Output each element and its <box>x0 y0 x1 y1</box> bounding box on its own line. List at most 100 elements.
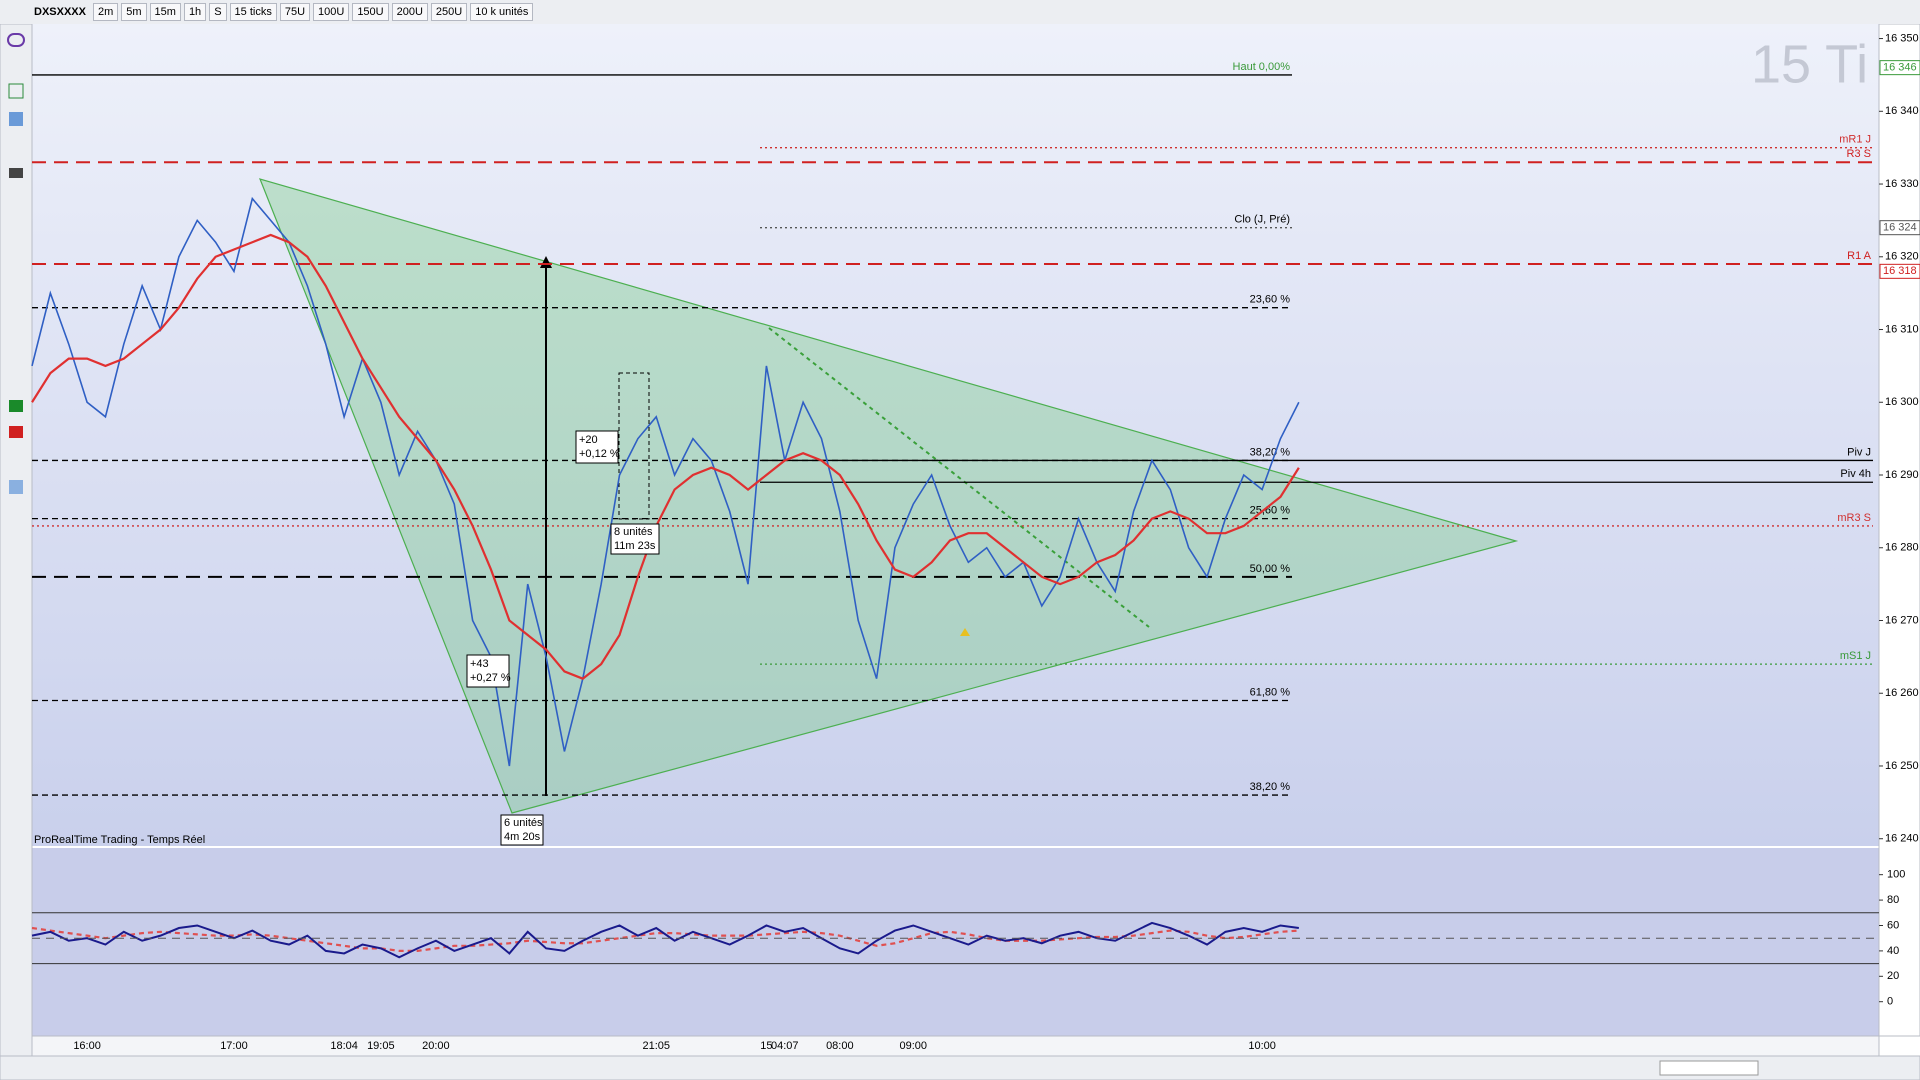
annotation-box <box>575 430 619 464</box>
x-tick-label: 17:00 <box>220 1040 248 1052</box>
level-label: Clo (J, Pré) <box>1234 214 1290 226</box>
x-tick-label: 19:05 <box>367 1040 395 1052</box>
price-marker-label: 16 318 <box>1883 265 1917 277</box>
tool[interactable] <box>9 480 23 494</box>
tool[interactable] <box>8 83 24 99</box>
y-tick-label: 16 250 <box>1885 760 1919 772</box>
trend-line[interactable] <box>768 327 1150 628</box>
y-tick-label: 16 280 <box>1885 542 1919 554</box>
moving-average <box>31 233 1300 680</box>
source-label: ProRealTime Trading - Temps Réel <box>34 834 205 846</box>
level-label: R1 A <box>1847 250 1872 262</box>
annotation-text: +20 <box>579 434 598 446</box>
price-marker-label: 16 346 <box>1883 62 1917 74</box>
price-panel <box>32 24 1879 846</box>
indicator-signal <box>31 926 1299 952</box>
tool[interactable] <box>9 426 23 438</box>
x-tick-label: 18:04 <box>330 1040 358 1052</box>
level-label: Piv J <box>1847 446 1871 458</box>
unit-button[interactable]: 75U <box>279 3 311 21</box>
timeframe[interactable]: 2m <box>92 3 119 21</box>
y-tick-label: 16 340 <box>1885 105 1919 117</box>
indicator-tick-label: 0 <box>1887 996 1893 1008</box>
y-tick-label: 16 260 <box>1885 687 1919 699</box>
indicator-panel <box>32 848 1879 1036</box>
annotation-text: +43 <box>470 658 489 670</box>
tool[interactable] <box>7 33 25 47</box>
level-label: Piv 4h <box>1840 468 1871 480</box>
timeframe[interactable]: 15m <box>149 3 181 21</box>
unit-button[interactable]: 250U <box>430 3 468 21</box>
tick-select[interactable]: 15 ticks <box>229 3 277 21</box>
x-tick-label: 08:00 <box>826 1040 854 1052</box>
indicator-tick-label: 100 <box>1887 869 1905 881</box>
y-tick-label: 16 330 <box>1885 178 1919 190</box>
unit-button[interactable]: 150U <box>352 3 389 21</box>
indicator-line <box>31 921 1299 959</box>
toolbar: DXSXXXX 2m 5m 15m 1h S 15 ticks 75U 100U… <box>0 0 1920 25</box>
level-label: 23,60 % <box>1250 294 1291 306</box>
y-tick-label: 16 240 <box>1885 833 1919 845</box>
level-label: 61,80 % <box>1250 686 1291 698</box>
x-tick-label: 09:00 <box>900 1040 928 1052</box>
symbol[interactable]: DXSXXXX <box>34 6 86 18</box>
price-line <box>31 196 1300 767</box>
tool-icons <box>7 33 25 494</box>
timeframe[interactable]: 1h <box>183 3 207 21</box>
tool[interactable] <box>9 168 23 178</box>
tool[interactable] <box>9 112 23 126</box>
annotation-text: 4m 20s <box>504 831 541 843</box>
x-tick-label: 21:05 <box>642 1040 670 1052</box>
price-axis <box>1878 24 1920 1037</box>
timeframe[interactable]: S <box>209 3 227 21</box>
y-tick-label: 16 310 <box>1885 323 1919 335</box>
annotation-box <box>500 814 544 846</box>
annotation-text: +0,27 % <box>470 672 511 684</box>
y-tick-label: 16 320 <box>1885 251 1919 263</box>
unit-button[interactable]: 200U <box>391 3 428 21</box>
price-marker-label: 16 324 <box>1883 222 1917 234</box>
unit-button[interactable]: 100U <box>313 3 350 21</box>
annotation-text: 6 unités <box>504 817 543 829</box>
annotation-text: 8 unités <box>614 526 653 538</box>
scrollbar[interactable] <box>1659 1060 1759 1076</box>
tool[interactable] <box>9 400 23 412</box>
x-tick-label: 16:00 <box>73 1040 101 1052</box>
level-label: 38,20 % <box>1250 781 1291 793</box>
indicator-tick-label: 40 <box>1887 945 1899 957</box>
y-tick-label: 16 300 <box>1885 396 1919 408</box>
x-tick-label: 04:07 <box>771 1040 799 1052</box>
annotation: 6 unités 4m 20s <box>500 814 544 846</box>
y-tick-label: 16 270 <box>1885 614 1919 626</box>
indicator-tick-label: 80 <box>1887 894 1899 906</box>
bottom-bar <box>0 1055 1920 1080</box>
timeframe[interactable]: 5m <box>121 3 147 21</box>
annotation-text: 11m 23s <box>614 540 656 552</box>
price-marker <box>1879 220 1920 236</box>
annotation-box <box>466 654 510 688</box>
annotation-box <box>610 523 660 555</box>
time-axis <box>31 1035 1880 1057</box>
indicator-tick-label: 60 <box>1887 919 1899 931</box>
watermark: 15 Ti <box>1751 34 1868 94</box>
annotation: +43 +0,27 % <box>466 654 511 688</box>
alert-icon[interactable] <box>960 628 970 636</box>
level-label: 38,20 % <box>1250 446 1291 458</box>
annotation-text: +0,12 % <box>579 448 620 460</box>
y-tick-label: 16 290 <box>1885 469 1919 481</box>
level-label: mR1 J <box>1839 134 1871 146</box>
annotation: 8 unités 11m 23s <box>610 523 660 555</box>
x-tick-label: 10:00 <box>1248 1040 1276 1052</box>
volume-select[interactable]: 10 k unités <box>470 3 534 21</box>
price-marker <box>1879 263 1920 279</box>
x-tick-label: 20:00 <box>422 1040 450 1052</box>
level-label: R3 S <box>1847 148 1871 160</box>
left-toolbar <box>0 24 33 1057</box>
price-marker <box>1879 60 1920 76</box>
level-label: mS1 J <box>1840 650 1871 662</box>
triangle-drawing[interactable] <box>258 178 1519 814</box>
x-tick-label: 15 <box>760 1040 772 1052</box>
annotation: +20 +0,12 % <box>575 430 620 464</box>
chart: Haut 0,00%23,60 %38,20 %25,60 %50,00 %61… <box>0 24 1920 1080</box>
